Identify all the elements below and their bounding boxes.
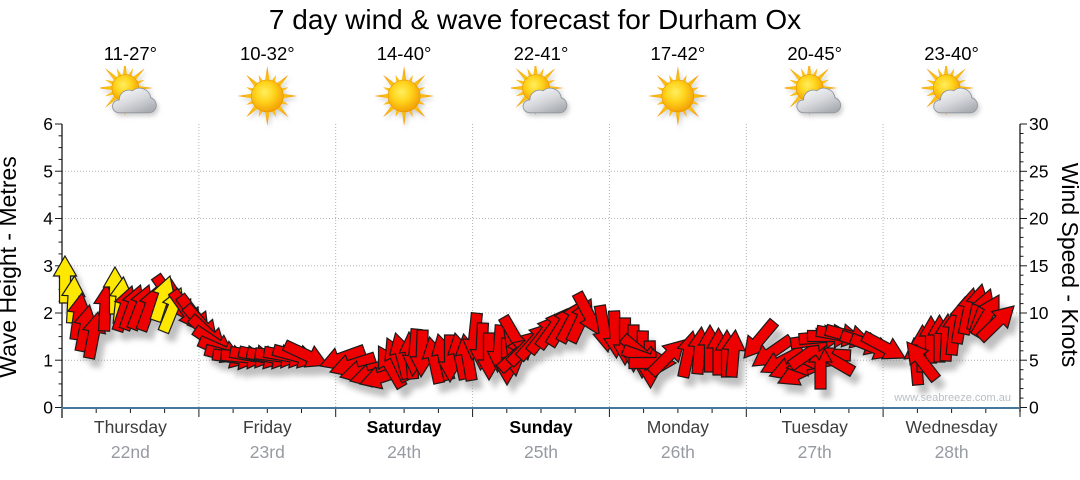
svg-text:Tuesday: Tuesday [781,417,848,437]
svg-text:5: 5 [1029,350,1039,370]
svg-text:25: 25 [1029,162,1048,182]
svg-text:23rd: 23rd [250,442,285,462]
svg-text:4: 4 [43,209,53,229]
svg-text:20: 20 [1029,209,1049,229]
svg-text:20-45°: 20-45° [787,43,842,64]
svg-text:Saturday: Saturday [367,417,442,437]
svg-text:27th: 27th [798,442,832,462]
svg-text:Thursday: Thursday [94,417,167,437]
svg-text:30: 30 [1029,114,1049,134]
svg-text:10: 10 [1029,303,1049,323]
svg-text:17-42°: 17-42° [651,43,706,64]
svg-text:26th: 26th [661,442,695,462]
svg-text:Friday: Friday [243,417,292,437]
svg-text:Wave Height - Metres: Wave Height - Metres [0,156,21,378]
svg-text:25th: 25th [524,442,558,462]
svg-text:23-40°: 23-40° [924,43,979,64]
svg-text:22-41°: 22-41° [514,43,569,64]
svg-text:Wind Speed - Knots: Wind Speed - Knots [1057,163,1080,368]
svg-text:0: 0 [1029,398,1039,418]
svg-text:14-40°: 14-40° [377,43,432,64]
svg-text:11-27°: 11-27° [104,43,157,64]
svg-text:10-32°: 10-32° [240,43,295,64]
svg-text:28th: 28th [935,442,969,462]
svg-text:1: 1 [43,350,53,370]
svg-text:2: 2 [43,303,53,323]
svg-text:24th: 24th [387,442,421,462]
svg-text:15: 15 [1029,256,1048,276]
svg-text:7 day wind & wave forecast for: 7 day wind & wave forecast for Durham Ox [269,4,801,35]
svg-text:Monday: Monday [647,417,710,437]
svg-text:3: 3 [43,256,53,276]
svg-text:www.seabreeze.com.au: www.seabreeze.com.au [893,392,1011,404]
svg-text:0: 0 [43,398,53,418]
svg-text:Sunday: Sunday [509,417,572,437]
svg-text:5: 5 [43,161,53,181]
svg-text:Wednesday: Wednesday [906,417,998,437]
svg-text:22nd: 22nd [111,442,150,462]
svg-text:6: 6 [43,114,53,134]
